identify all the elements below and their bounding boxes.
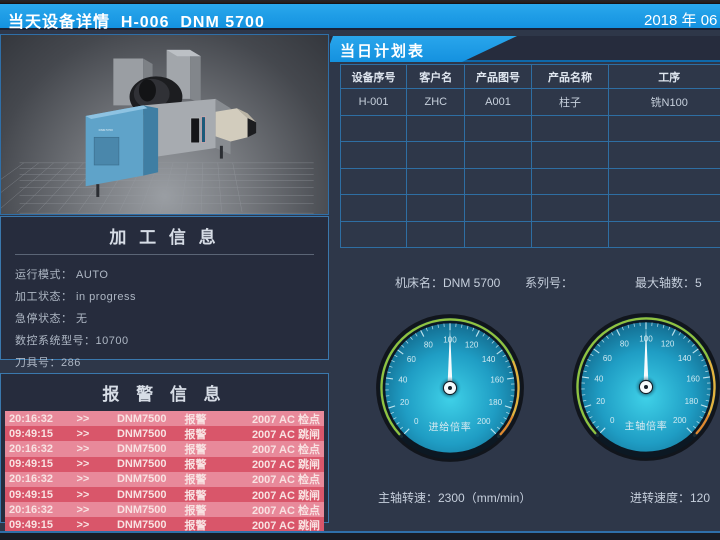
svg-text:40: 40 <box>398 376 407 385</box>
svg-text:140: 140 <box>678 354 692 363</box>
svg-text:DNM 5700: DNM 5700 <box>99 128 114 132</box>
svg-text:0: 0 <box>610 416 615 425</box>
svg-text:0: 0 <box>414 417 419 426</box>
svg-text:160: 160 <box>490 376 504 385</box>
svg-text:180: 180 <box>685 397 699 406</box>
svg-text:200: 200 <box>673 416 687 425</box>
svg-text:140: 140 <box>482 355 496 364</box>
svg-text:120: 120 <box>465 341 479 350</box>
svg-text:60: 60 <box>603 354 612 363</box>
svg-text:80: 80 <box>424 341 433 350</box>
svg-text:180: 180 <box>489 398 503 407</box>
svg-text:主轴倍率: 主轴倍率 <box>624 419 667 432</box>
svg-text:40: 40 <box>594 375 603 384</box>
svg-text:20: 20 <box>400 398 409 407</box>
svg-text:60: 60 <box>407 355 416 364</box>
svg-text:80: 80 <box>620 340 629 349</box>
svg-text:160: 160 <box>686 375 700 384</box>
svg-text:120: 120 <box>661 340 675 349</box>
svg-text:进给倍率: 进给倍率 <box>428 420 471 433</box>
svg-text:20: 20 <box>596 397 605 406</box>
svg-text:200: 200 <box>477 417 491 426</box>
